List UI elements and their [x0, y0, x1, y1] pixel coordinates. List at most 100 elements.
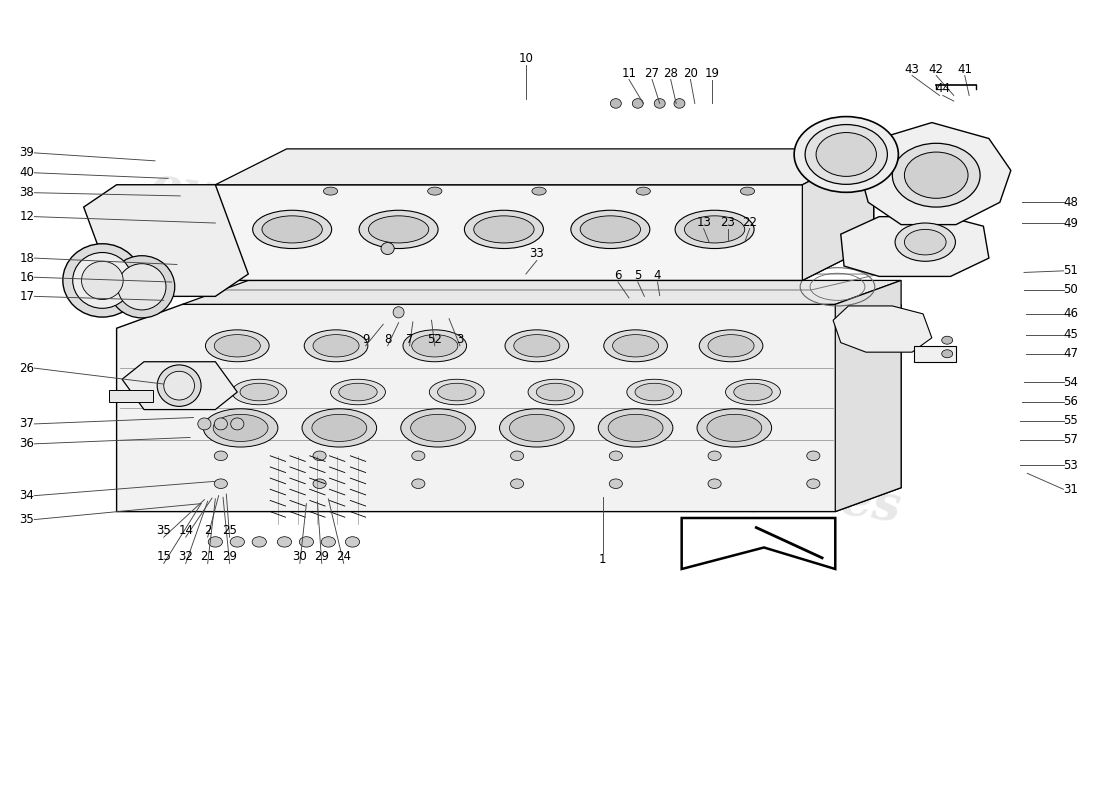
Text: 9: 9	[362, 333, 370, 346]
Text: 56: 56	[1064, 395, 1078, 408]
Ellipse shape	[400, 409, 475, 447]
Text: 19: 19	[705, 66, 719, 79]
Ellipse shape	[632, 98, 644, 108]
Ellipse shape	[684, 216, 745, 243]
Ellipse shape	[609, 479, 623, 489]
Text: 6: 6	[614, 269, 622, 282]
Text: 55: 55	[1064, 414, 1078, 427]
Text: 3: 3	[456, 333, 464, 346]
Ellipse shape	[277, 537, 292, 547]
Ellipse shape	[816, 133, 877, 176]
Ellipse shape	[240, 383, 278, 401]
Ellipse shape	[627, 379, 682, 405]
Text: 16: 16	[20, 270, 34, 284]
Ellipse shape	[674, 98, 685, 108]
Text: 35: 35	[156, 524, 172, 537]
Ellipse shape	[63, 244, 142, 317]
Ellipse shape	[794, 117, 899, 192]
Ellipse shape	[231, 418, 244, 430]
Ellipse shape	[314, 451, 327, 461]
Ellipse shape	[410, 414, 465, 442]
Polygon shape	[859, 122, 1011, 225]
Text: 25: 25	[222, 524, 236, 537]
Text: 49: 49	[1064, 217, 1078, 230]
Ellipse shape	[208, 537, 222, 547]
Ellipse shape	[509, 414, 564, 442]
Ellipse shape	[204, 409, 278, 447]
Text: 18: 18	[20, 251, 34, 265]
Text: 10: 10	[518, 52, 534, 65]
Ellipse shape	[636, 187, 650, 195]
Ellipse shape	[381, 242, 394, 254]
Ellipse shape	[608, 414, 663, 442]
Text: 33: 33	[529, 247, 544, 261]
Ellipse shape	[726, 379, 780, 405]
Text: 1: 1	[598, 553, 606, 566]
Text: 2: 2	[204, 524, 211, 537]
Ellipse shape	[580, 216, 640, 243]
Text: 11: 11	[621, 66, 637, 79]
Text: 32: 32	[178, 550, 194, 563]
Text: 51: 51	[1064, 264, 1078, 278]
Ellipse shape	[331, 379, 385, 405]
Text: 53: 53	[1064, 459, 1078, 472]
Text: eurospares: eurospares	[146, 163, 460, 254]
Ellipse shape	[323, 187, 338, 195]
Ellipse shape	[339, 383, 377, 401]
Ellipse shape	[904, 230, 946, 255]
Text: 14: 14	[178, 524, 194, 537]
Ellipse shape	[368, 216, 429, 243]
Text: 38: 38	[20, 186, 34, 199]
Text: 47: 47	[1064, 347, 1078, 360]
Ellipse shape	[109, 256, 175, 318]
Ellipse shape	[571, 210, 650, 249]
Ellipse shape	[734, 383, 772, 401]
Ellipse shape	[708, 334, 755, 357]
Ellipse shape	[613, 334, 659, 357]
Text: 12: 12	[20, 210, 34, 223]
Text: 35: 35	[20, 513, 34, 526]
Ellipse shape	[411, 334, 458, 357]
Ellipse shape	[118, 264, 166, 310]
Ellipse shape	[528, 379, 583, 405]
Text: 29: 29	[222, 550, 238, 563]
Ellipse shape	[214, 451, 228, 461]
Text: 21: 21	[200, 550, 216, 563]
Ellipse shape	[892, 143, 980, 207]
Ellipse shape	[700, 330, 763, 362]
Ellipse shape	[510, 451, 524, 461]
Polygon shape	[144, 185, 873, 281]
Ellipse shape	[740, 187, 755, 195]
Ellipse shape	[314, 479, 327, 489]
Ellipse shape	[438, 383, 476, 401]
Ellipse shape	[321, 537, 336, 547]
Polygon shape	[183, 281, 901, 304]
Text: 39: 39	[20, 146, 34, 159]
Ellipse shape	[532, 187, 547, 195]
Text: 20: 20	[683, 66, 697, 79]
Text: 7: 7	[406, 333, 414, 346]
Ellipse shape	[305, 330, 367, 362]
Polygon shape	[122, 362, 238, 410]
Text: 5: 5	[634, 269, 641, 282]
Ellipse shape	[707, 414, 762, 442]
Text: 34: 34	[20, 489, 34, 502]
Ellipse shape	[499, 409, 574, 447]
Ellipse shape	[697, 409, 771, 447]
Ellipse shape	[262, 216, 322, 243]
Ellipse shape	[253, 210, 332, 249]
Ellipse shape	[429, 379, 484, 405]
Ellipse shape	[464, 210, 543, 249]
Ellipse shape	[942, 350, 953, 358]
Ellipse shape	[157, 365, 201, 406]
Ellipse shape	[474, 216, 535, 243]
Ellipse shape	[604, 330, 668, 362]
Text: 26: 26	[20, 362, 34, 374]
Text: 27: 27	[645, 66, 660, 79]
Ellipse shape	[805, 125, 888, 184]
Text: 48: 48	[1064, 196, 1078, 209]
Ellipse shape	[708, 479, 722, 489]
Text: 4: 4	[653, 269, 661, 282]
Text: 57: 57	[1064, 434, 1078, 446]
Ellipse shape	[213, 414, 268, 442]
